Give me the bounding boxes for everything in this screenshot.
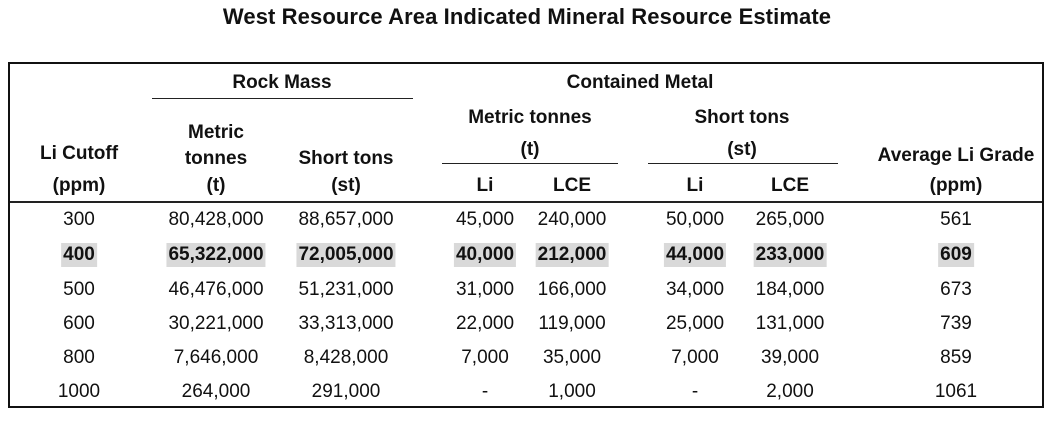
metric-tonnes-underline [442, 163, 618, 164]
cell-li-cutoff: 800 [63, 347, 95, 368]
header-lce-metric: LCE [553, 175, 591, 196]
header-bottom-rule [10, 201, 1042, 203]
cell-rock-metric-tonnes: 65,322,000 [166, 243, 266, 267]
cell-avg-li-grade: 859 [940, 347, 972, 368]
cell-li-short-tons: 7,000 [671, 347, 719, 368]
cell-lce-metric-tonnes: 166,000 [537, 279, 607, 300]
cell-rock-metric-tonnes: 80,428,000 [168, 209, 264, 230]
cell-rock-short-tons: 291,000 [311, 381, 381, 402]
header-contained-metal: Contained Metal [566, 72, 714, 93]
cell-lce-metric-tonnes: 240,000 [537, 209, 607, 230]
cell-li-metric-tonnes: 40,000 [453, 243, 517, 267]
cell-rock-short-tons: 8,428,000 [303, 347, 389, 368]
header-avg-grade-unit: (ppm) [929, 175, 983, 196]
cell-rock-short-tons: 33,313,000 [298, 313, 394, 334]
cell-li-short-tons: - [691, 381, 699, 402]
cell-lce-short-tons: 233,000 [753, 243, 827, 267]
cell-rock-metric-tonnes: 30,221,000 [168, 313, 264, 334]
header-rock-metric-unit: (t) [206, 175, 226, 196]
header-li-metric: Li [476, 175, 494, 196]
cell-rock-short-tons: 51,231,000 [298, 279, 394, 300]
header-rock-short-unit: (st) [331, 175, 361, 196]
header-rock-metric-tonnes: tonnes [184, 148, 248, 169]
cell-rock-metric-tonnes: 264,000 [181, 381, 251, 402]
header-metric-tonnes: Metric tonnes [468, 107, 592, 128]
header-rock-short: Short tons [298, 148, 394, 169]
header-avg-grade: Average Li Grade [877, 145, 1035, 166]
short-tons-underline [648, 163, 838, 164]
cell-li-metric-tonnes: 22,000 [455, 313, 515, 334]
header-li-short: Li [686, 175, 704, 196]
cell-rock-short-tons: 88,657,000 [298, 209, 394, 230]
cell-lce-short-tons: 131,000 [755, 313, 825, 334]
cell-li-metric-tonnes: - [481, 381, 489, 402]
cell-li-short-tons: 50,000 [665, 209, 725, 230]
header-lce-short: LCE [771, 175, 809, 196]
cell-lce-short-tons: 2,000 [766, 381, 814, 402]
cell-li-cutoff: 300 [63, 209, 95, 230]
header-short-tons-unit: (st) [727, 139, 757, 160]
header-metric-tonnes-unit: (t) [520, 139, 540, 160]
resource-table-frame [8, 62, 1044, 408]
cell-lce-metric-tonnes: 1,000 [548, 381, 596, 402]
cell-li-cutoff: 600 [63, 313, 95, 334]
cell-rock-short-tons: 72,005,000 [296, 243, 396, 267]
cell-lce-short-tons: 265,000 [755, 209, 825, 230]
header-rock-mass: Rock Mass [232, 72, 332, 93]
cell-avg-li-grade: 1061 [934, 381, 978, 402]
cell-li-short-tons: 34,000 [665, 279, 725, 300]
cell-lce-metric-tonnes: 212,000 [535, 243, 609, 267]
cell-li-short-tons: 25,000 [665, 313, 725, 334]
cell-li-cutoff: 1000 [57, 381, 101, 402]
cell-li-metric-tonnes: 7,000 [461, 347, 509, 368]
header-rock-metric: Metric [188, 122, 244, 143]
cell-avg-li-grade: 739 [940, 313, 972, 334]
header-li-cutoff-unit: (ppm) [52, 175, 106, 196]
cell-li-short-tons: 44,000 [663, 243, 727, 267]
cell-lce-metric-tonnes: 35,000 [542, 347, 602, 368]
cell-li-cutoff: 500 [63, 279, 95, 300]
cell-avg-li-grade: 609 [938, 243, 974, 267]
cell-avg-li-grade: 561 [940, 209, 972, 230]
cell-li-metric-tonnes: 31,000 [455, 279, 515, 300]
cell-rock-metric-tonnes: 7,646,000 [173, 347, 259, 368]
cell-lce-short-tons: 39,000 [760, 347, 820, 368]
cell-rock-metric-tonnes: 46,476,000 [168, 279, 264, 300]
cell-lce-metric-tonnes: 119,000 [538, 313, 606, 334]
cell-li-cutoff: 400 [61, 243, 97, 267]
cell-lce-short-tons: 184,000 [755, 279, 825, 300]
cell-li-metric-tonnes: 45,000 [455, 209, 515, 230]
header-short-tons: Short tons [694, 107, 790, 128]
table-title: West Resource Area Indicated Mineral Res… [222, 4, 832, 29]
rock-mass-underline [152, 98, 413, 99]
cell-avg-li-grade: 673 [940, 279, 972, 300]
header-li-cutoff: Li Cutoff [39, 143, 119, 164]
